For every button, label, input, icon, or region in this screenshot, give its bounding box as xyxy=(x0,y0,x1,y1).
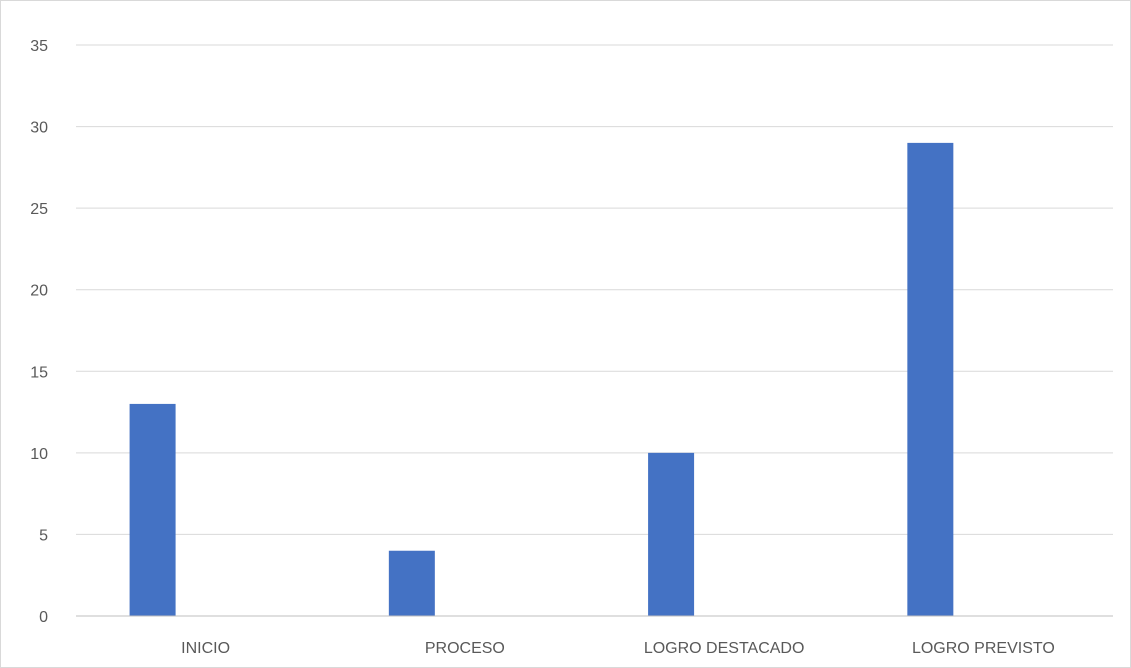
bar-logro-destacado xyxy=(648,452,695,616)
y-tick-label: 20 xyxy=(30,283,48,300)
y-tick-label: 15 xyxy=(30,364,48,381)
bar-proceso xyxy=(388,550,435,616)
y-axis-tick-labels: 0 5 10 15 20 25 30 35 xyxy=(30,38,48,626)
y-tick-label: 35 xyxy=(30,38,48,55)
bar-inicio xyxy=(129,403,176,616)
x-tick-label: PROCESO xyxy=(425,640,505,657)
y-tick-label: 25 xyxy=(30,201,48,218)
y-tick-label: 10 xyxy=(30,446,48,463)
x-tick-label: LOGRO PREVISTO xyxy=(912,640,1055,657)
x-tick-label: INICIO xyxy=(181,640,230,657)
y-tick-label: 5 xyxy=(39,527,48,544)
bars xyxy=(129,142,954,616)
y-tick-label: 30 xyxy=(30,120,48,137)
bar-logro-previsto xyxy=(907,142,954,616)
y-tick-label: 0 xyxy=(39,609,48,626)
x-axis-category-labels: INICIO PROCESO LOGRO DESTACADO LOGRO PREVIS… xyxy=(181,640,1055,657)
gridlines xyxy=(76,44,1113,535)
x-tick-label: LOGRO DESTACADO xyxy=(644,640,805,657)
